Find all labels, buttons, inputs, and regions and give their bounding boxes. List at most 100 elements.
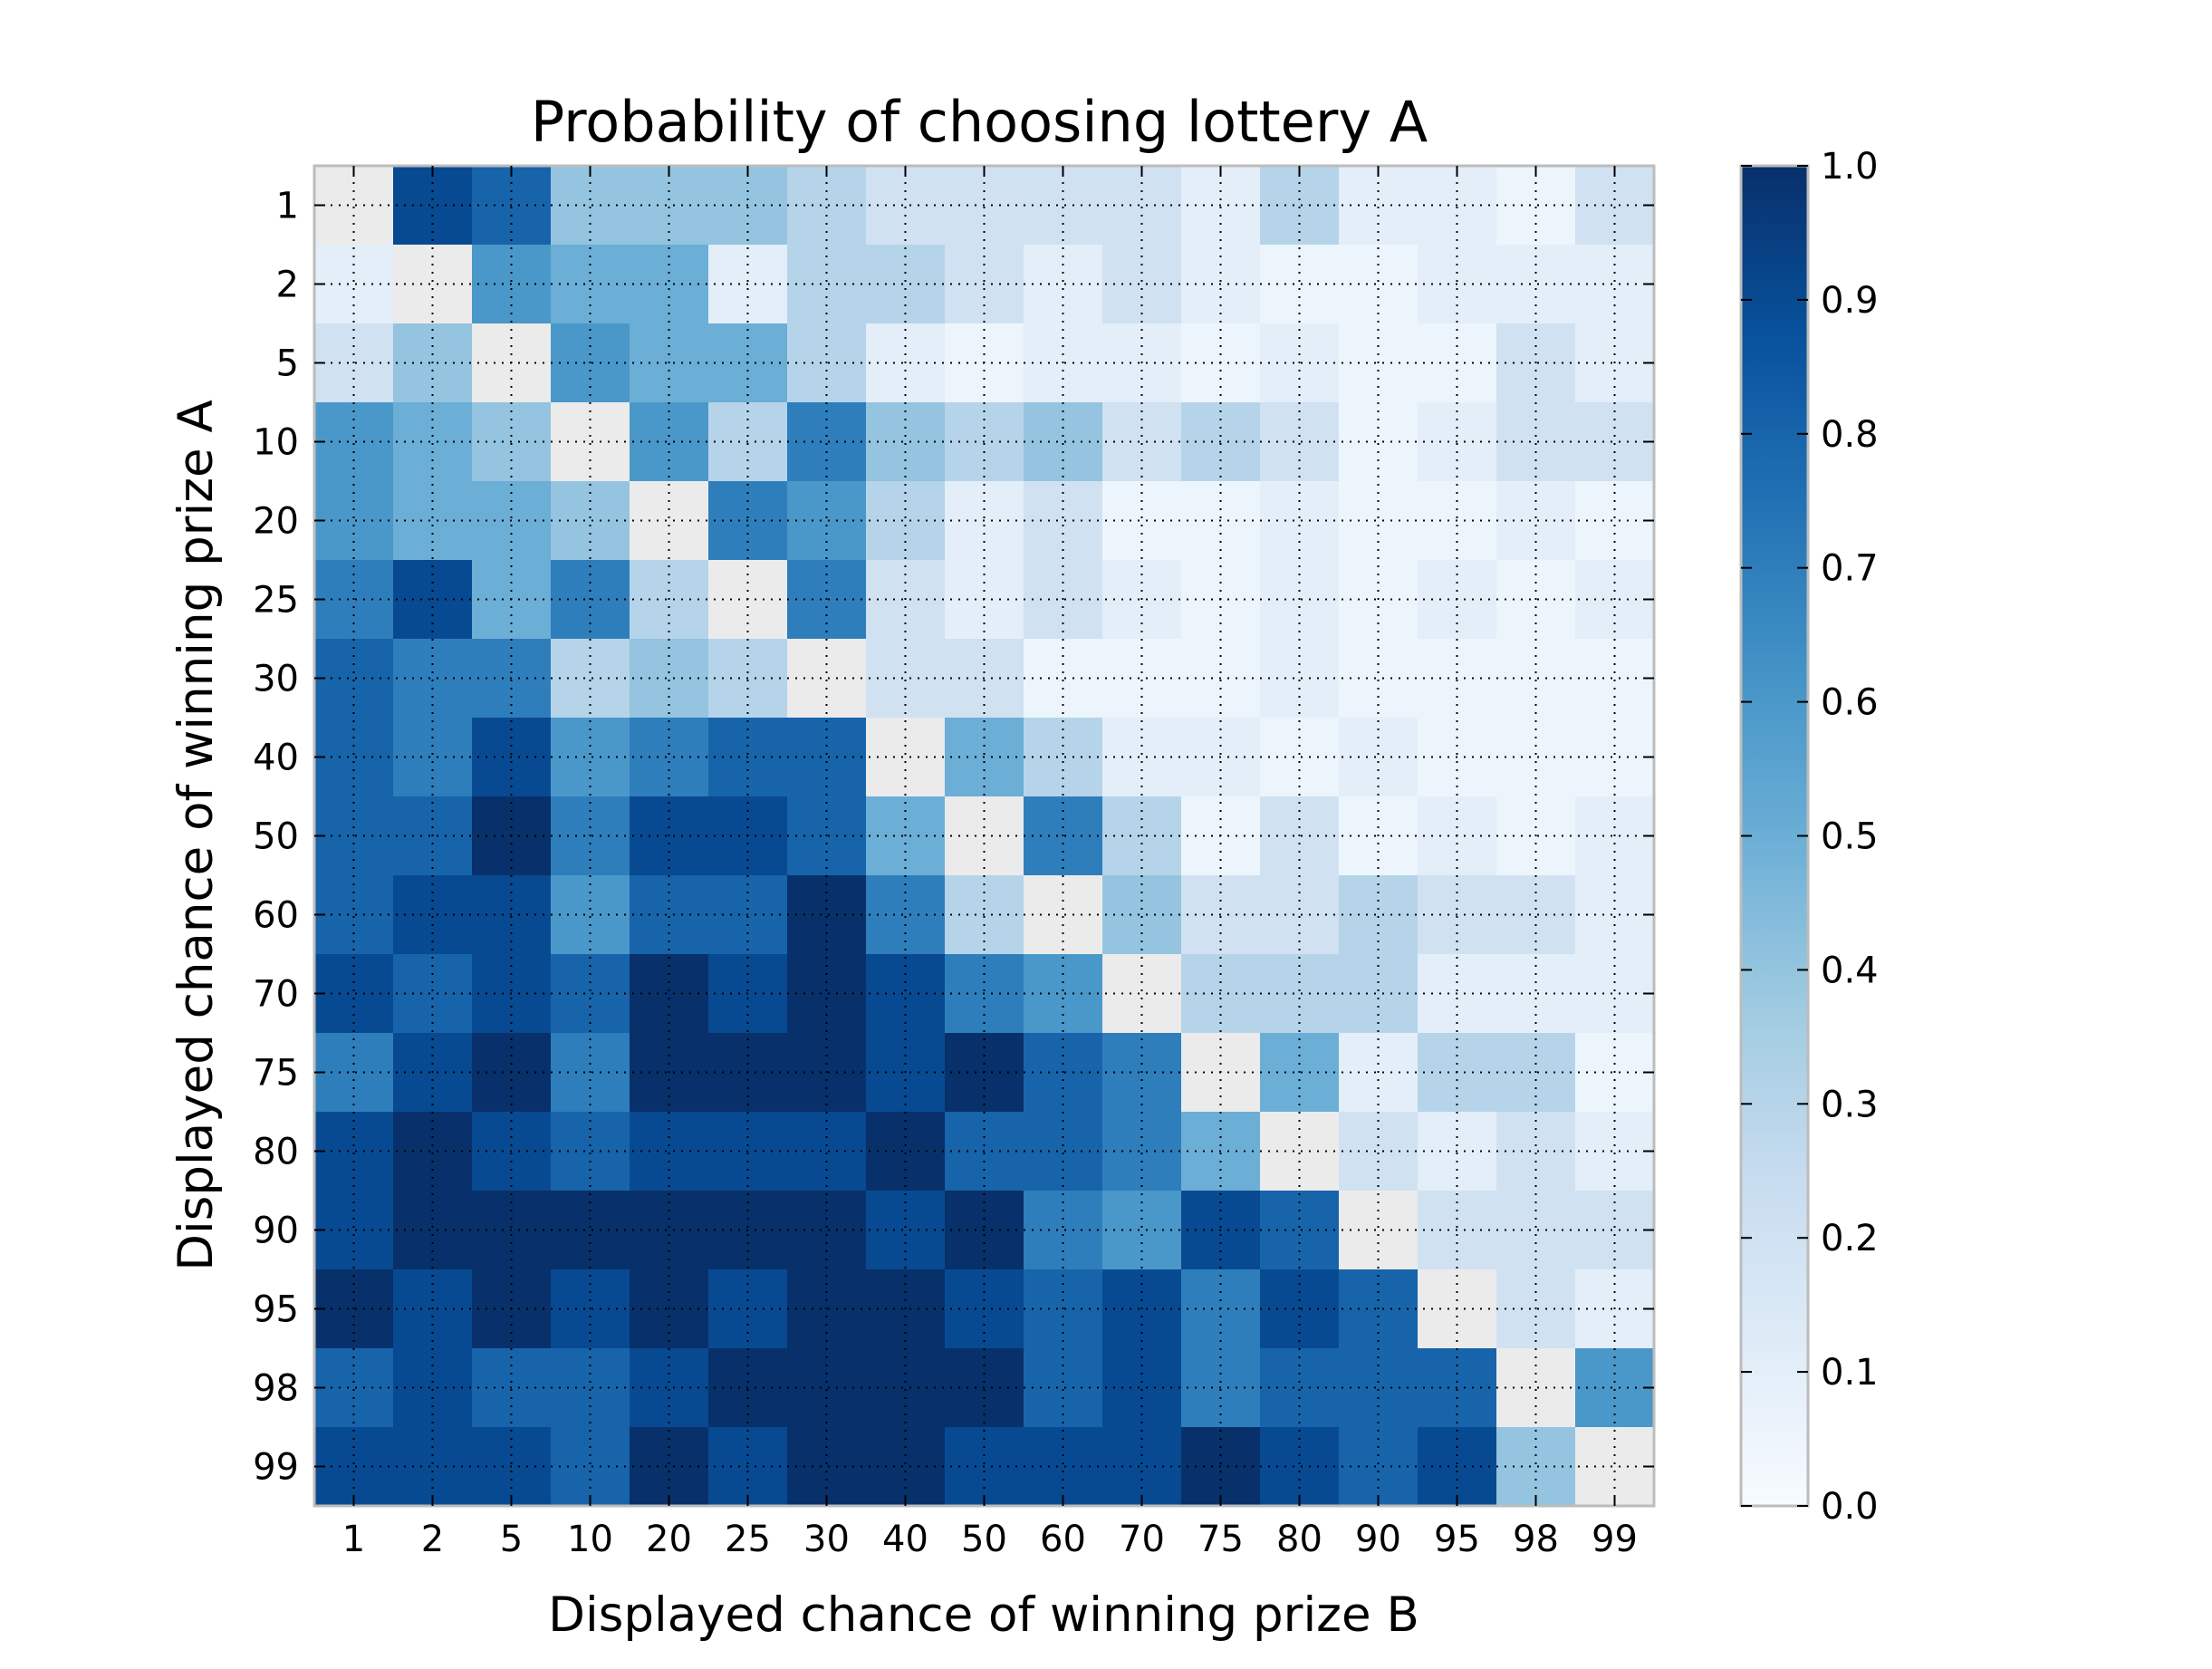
y-tick-label: 2 (276, 265, 299, 306)
heatmap-cell-r60-c1 (314, 875, 394, 955)
y-tick-label: 80 (253, 1132, 299, 1173)
x-tick-label: 99 (1592, 1519, 1638, 1560)
heatmap-cell-r10-c80 (1260, 402, 1340, 482)
heatmap-cell-r40-c20 (630, 718, 709, 797)
heatmap-cell-r2-c99 (1575, 245, 1655, 324)
heatmap-cell-r40-c90 (1339, 718, 1419, 797)
x-tick-label: 30 (803, 1519, 850, 1560)
heatmap-cell-r90-c20 (630, 1191, 709, 1270)
heatmap-cell-r70-c70 (1102, 954, 1182, 1034)
colorbar-tick-label: 0.7 (1821, 548, 1879, 590)
colorbar-tick-label: 0.3 (1821, 1084, 1879, 1125)
heatmap-cell-r30-c80 (1260, 639, 1340, 719)
heatmap-cell-r2-c2 (393, 245, 473, 324)
y-tick-label: 20 (253, 501, 299, 543)
heatmap-cell-r10-c1 (314, 402, 394, 482)
colorbar-tick-label: 0.1 (1821, 1352, 1879, 1394)
x-tick-label: 50 (961, 1519, 1007, 1560)
colorbar: 0.0 0.1 0.2 0.3 0.4 0.5 0.6 0.7 0.8 0.9 1.0 (1739, 146, 1879, 1528)
x-tick-label: 25 (725, 1519, 771, 1560)
heatmap-cell-r98-c10 (551, 1348, 630, 1428)
heatmap-cell-r60-c98 (1496, 875, 1576, 955)
heatmap-cell-r98-c98 (1496, 1348, 1576, 1428)
y-tick-label: 60 (253, 895, 299, 937)
y-tick-label: 95 (253, 1289, 299, 1331)
heatmap-cell-r80-c98 (1496, 1112, 1576, 1191)
heatmap-cell-r2-c70 (1102, 245, 1182, 324)
colorbar-tick-label: 0.8 (1821, 414, 1879, 456)
x-tick-label: 10 (567, 1519, 613, 1560)
y-tick-label: 99 (253, 1447, 299, 1489)
heatmap-cell-r10-c10 (551, 402, 630, 482)
x-tick-label: 40 (882, 1519, 928, 1560)
y-tick-label: 50 (253, 816, 299, 858)
x-tick-label: 98 (1513, 1519, 1559, 1560)
heatmap-cell-r60-c10 (551, 875, 630, 955)
heatmap-cell-r70-c99 (1575, 954, 1655, 1034)
y-tick-label: 75 (253, 1053, 299, 1095)
x-tick-label: 80 (1276, 1519, 1322, 1560)
y-tick-label: 90 (253, 1211, 299, 1252)
colorbar-tick-label: 0.0 (1821, 1486, 1879, 1528)
heatmap-cell-r2-c90 (1339, 245, 1419, 324)
heatmap-cell-r30-c1 (314, 639, 394, 719)
heatmap-cell-r30-c98 (1496, 639, 1576, 719)
chart-title: Probability of choosing lottery A (531, 89, 1428, 155)
heatmap-cell-r10-c60 (1024, 402, 1103, 482)
x-tick-label: 2 (421, 1519, 444, 1560)
heatmap-cell-r80-c60 (1024, 1112, 1103, 1191)
heatmap-cell-r99-c70 (1102, 1427, 1182, 1507)
heatmap-cell-r1-c80 (1260, 166, 1340, 246)
heatmap-cell-r20-c40 (866, 481, 946, 561)
heatmap-cell-r20-c70 (1102, 481, 1182, 561)
heatmap-cell-r40-c40 (866, 718, 946, 797)
heatmap-cell-r2-c20 (630, 245, 709, 324)
heatmap-cell-r70-c40 (866, 954, 946, 1034)
x-tick-label: 90 (1355, 1519, 1401, 1560)
heatmap-cell-r30-c60 (1024, 639, 1103, 719)
heatmap-cell-r99-c2 (393, 1427, 473, 1507)
heatmap-cell-r10-c30 (787, 402, 867, 482)
y-axis-label: Displayed chance of winning prize A (168, 400, 224, 1271)
heatmap-cell-r20-c2 (393, 481, 473, 561)
heatmap-cell-r40-c2 (393, 718, 473, 797)
x-axis-label: Displayed chance of winning prize B (548, 1587, 1419, 1643)
heatmap-cell-r20-c20 (630, 481, 709, 561)
y-tick-label: 70 (253, 974, 299, 1016)
heatmap-cell-r20-c90 (1339, 481, 1419, 561)
heatmap-cell-r90-c40 (866, 1191, 946, 1270)
heatmap-cell-r90-c99 (1575, 1191, 1655, 1270)
x-tick-label: 60 (1040, 1519, 1086, 1560)
heatmap-cell-r90-c2 (393, 1191, 473, 1270)
colorbar-tick-label: 0.2 (1821, 1218, 1879, 1259)
heatmap-cell-r1-c60 (1024, 166, 1103, 246)
heatmap-cell-r1-c10 (551, 166, 630, 246)
y-tick-label: 5 (276, 343, 299, 385)
heatmap-cell-r80-c1 (314, 1112, 394, 1191)
heatmap-cell-r2-c40 (866, 245, 946, 324)
heatmap-cell-r98-c80 (1260, 1348, 1340, 1428)
x-tick-label: 20 (646, 1519, 692, 1560)
heatmap-cell-r60-c80 (1260, 875, 1340, 955)
heatmap-cell-r1-c30 (787, 166, 867, 246)
heatmap-cell-r98-c1 (314, 1348, 394, 1428)
x-axis-ticks: 1 2 5 10 20 25 30 40 50 60 70 75 80 90 95 98 99 (342, 166, 1638, 1560)
heatmap-cell-r80-c10 (551, 1112, 630, 1191)
heatmap-cell-r99-c40 (866, 1427, 946, 1507)
colorbar-tick-label: 0.4 (1821, 950, 1879, 991)
colorbar-tick-label: 0.5 (1821, 816, 1879, 858)
heatmap-cell-r20-c99 (1575, 481, 1655, 561)
heatmap-cell-r10-c98 (1496, 402, 1576, 482)
y-tick-label: 40 (253, 738, 299, 779)
heatmap-cell-r98-c60 (1024, 1348, 1103, 1428)
heatmap-cell-r80-c30 (787, 1112, 867, 1191)
heatmap-cell-r30-c30 (787, 639, 867, 719)
y-tick-label: 98 (253, 1368, 299, 1410)
x-tick-label: 5 (500, 1519, 523, 1560)
heatmap-cell-r40-c70 (1102, 718, 1182, 797)
heatmap-cell-r1-c1 (314, 166, 394, 246)
heatmap-cell-r90-c90 (1339, 1191, 1419, 1270)
